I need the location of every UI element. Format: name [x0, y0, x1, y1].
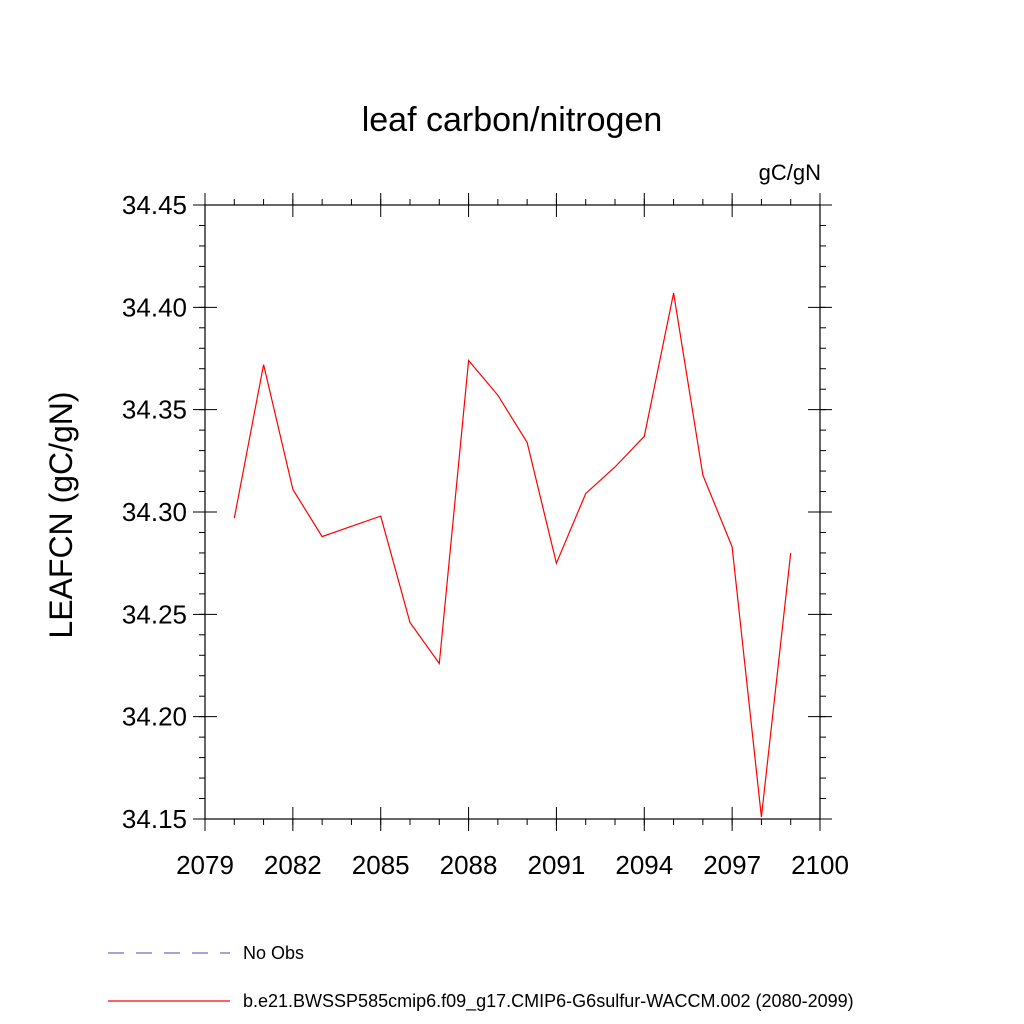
legend-label-model: b.e21.BWSSP585cmip6.f09_g17.CMIP6-G6sulf…: [243, 991, 854, 1012]
series-lines: [233, 292, 792, 818]
legend: No Obs b.e21.BWSSP585cmip6.f09_g17.CMIP6…: [108, 943, 854, 1012]
plot-frame: [204, 204, 821, 820]
y-tick-label: 34.30: [122, 497, 187, 527]
x-tick-label: 2094: [615, 850, 673, 880]
x-tick-labels: 2079 2082 2085 2088 2091 2094 2097 2100: [176, 850, 849, 880]
y-tick-label: 34.20: [122, 702, 187, 732]
x-tick-label: 2091: [528, 850, 586, 880]
y-tick-label: 34.45: [122, 190, 187, 220]
y-tick-label: 34.15: [122, 804, 187, 834]
chart-title: leaf carbon/nitrogen: [362, 101, 663, 139]
x-tick-label: 2082: [264, 850, 322, 880]
y-tick-label: 34.40: [122, 292, 187, 322]
x-tick-label: 2079: [176, 850, 234, 880]
x-tick-label: 2097: [703, 850, 761, 880]
minor-ticks: [199, 199, 826, 825]
y-tick-labels: 34.15 34.20 34.25 34.30 34.35 34.40 34.45: [122, 190, 187, 834]
y-tick-label: 34.25: [122, 599, 187, 629]
x-tick-label: 2085: [352, 850, 410, 880]
y-tick-label: 34.35: [122, 395, 187, 425]
x-tick-label: 2088: [440, 850, 498, 880]
y-axis-label: LEAFCN (gC/gN): [43, 391, 79, 638]
units-label: gC/gN: [759, 160, 821, 185]
legend-label-no-obs: No Obs: [243, 943, 304, 963]
x-tick-label: 2100: [791, 850, 849, 880]
major-ticks: [193, 193, 832, 831]
series-line-1: [233, 292, 792, 818]
